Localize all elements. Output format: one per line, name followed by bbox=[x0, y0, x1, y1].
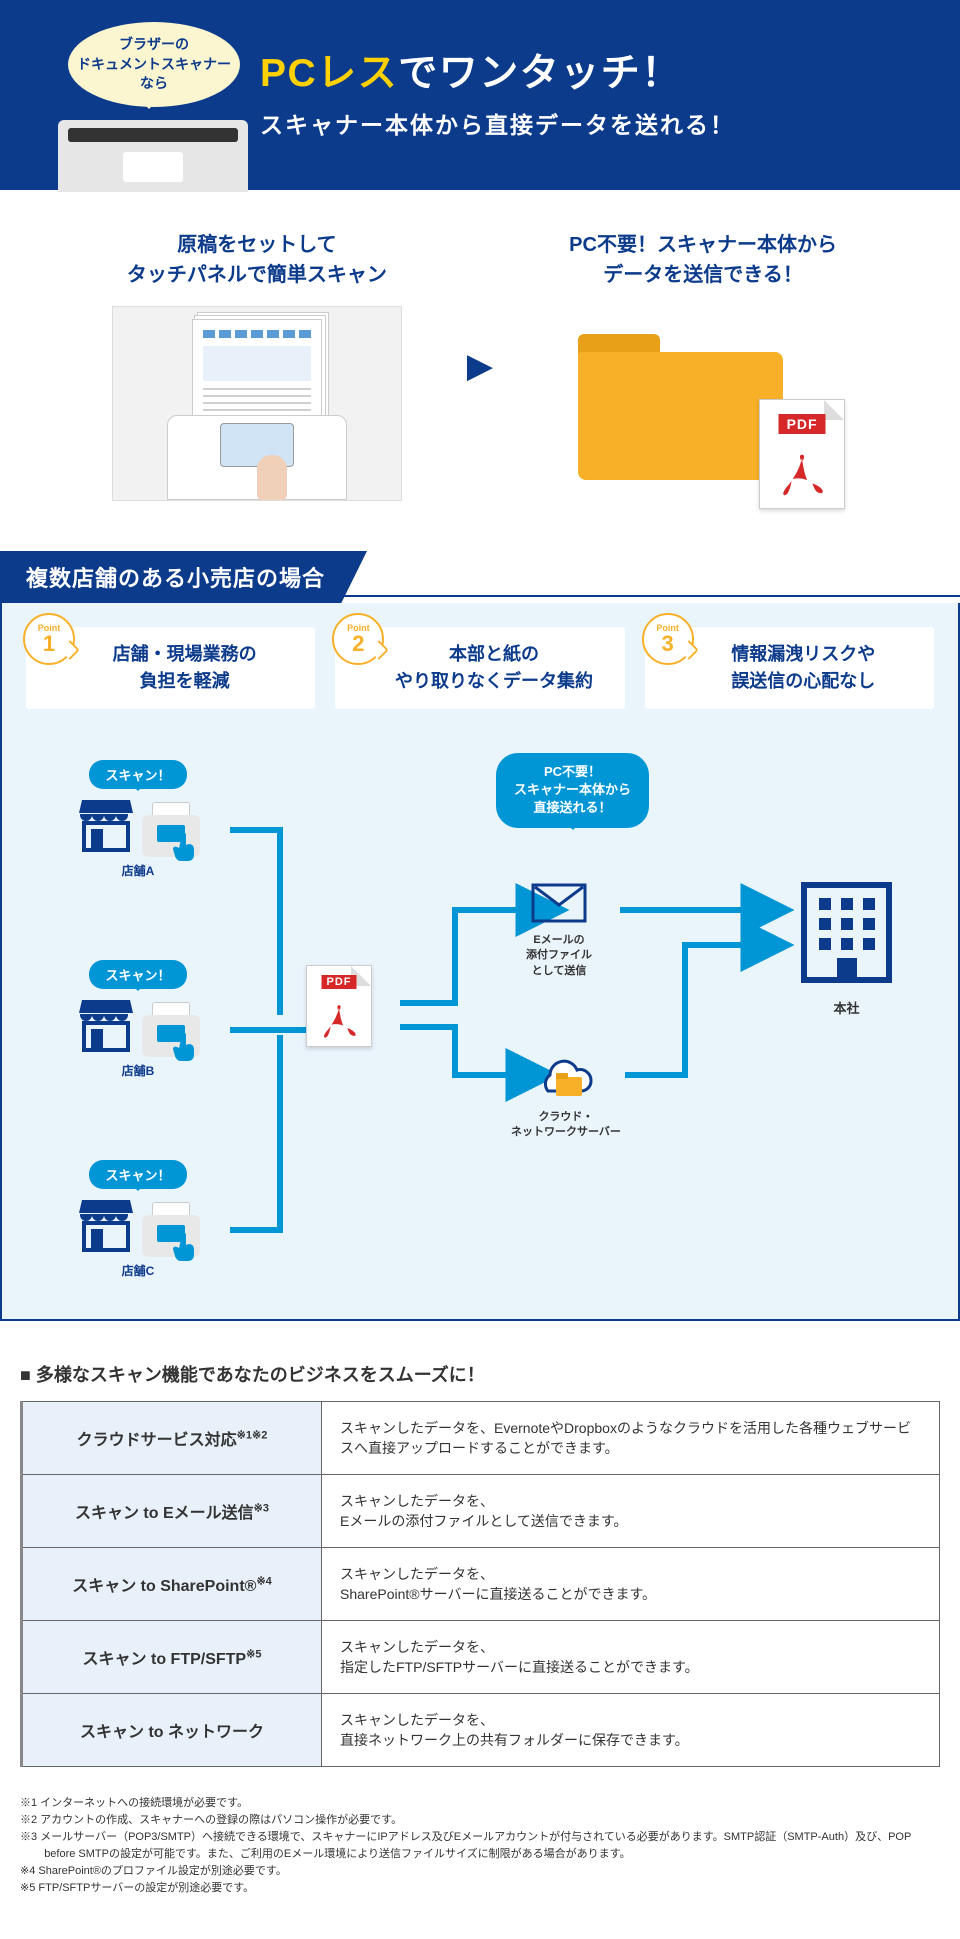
footnote: ※5 FTP/SFTPサーバーの設定が別途必要です。 bbox=[20, 1880, 940, 1897]
case-box: Point1店舗・現場業務の 負担を軽減Point2本部と紙の やり取りなくデー… bbox=[0, 603, 960, 1321]
table-section: 多様なスキャン機能であなたのビジネスをスムーズに！ クラウドサービス対応※1※2… bbox=[0, 1361, 960, 1785]
feature-desc: スキャンしたデータを、 直接ネットワーク上の共有フォルダーに保存できます。 bbox=[322, 1694, 940, 1767]
point-badge: Point1 bbox=[23, 613, 75, 665]
point-badge: Point2 bbox=[332, 613, 384, 665]
hero-subtitle: スキャナー本体から直接データを送れる！ bbox=[260, 106, 920, 140]
scan-bubble: スキャン！ bbox=[89, 760, 186, 789]
features-table: クラウドサービス対応※1※2スキャンしたデータを、EvernoteやDropbo… bbox=[20, 1401, 940, 1767]
folder-pdf-illustration: PDF bbox=[553, 306, 853, 501]
feature-name: スキャン to FTP/SFTP※5 bbox=[22, 1621, 322, 1694]
footnote: ※4 SharePoint®のプロファイル設定が別途必要です。 bbox=[20, 1863, 940, 1880]
flow-diagram: スキャン！ 店舗Aスキャン！ 店舗Bスキャン！ 店舗C PC不要！ スキャナー本… bbox=[26, 735, 934, 1295]
scan-bubble: スキャン！ bbox=[89, 1160, 186, 1189]
email-label: Eメールの 添付ファイル として送信 bbox=[526, 933, 592, 979]
table-row: スキャン to Eメール送信※3スキャンしたデータを、 Eメールの添付ファイルと… bbox=[22, 1475, 940, 1548]
footnote: ※1 インターネットへの接続環境が必要です。 bbox=[20, 1795, 940, 1812]
shop-icon bbox=[76, 1197, 136, 1257]
feature-desc: スキャンしたデータを、 Eメールの添付ファイルとして送信できます。 bbox=[322, 1475, 940, 1548]
footnotes: ※1 インターネットへの接続環境が必要です。※2 アカウントの作成、スキャナーへ… bbox=[0, 1785, 960, 1927]
feature-desc: スキャンしたデータを、 指定したFTP/SFTPサーバーに直接送ることができます… bbox=[322, 1621, 940, 1694]
store-node: スキャン！ 店舗C bbox=[76, 1160, 200, 1279]
mini-scanner-icon bbox=[142, 1202, 200, 1257]
cloud-icon: クラウド・ ネットワークサーバー bbox=[511, 1045, 621, 1141]
store-label: 店舗C bbox=[76, 1262, 200, 1279]
feature-name: スキャン to Eメール送信※3 bbox=[22, 1475, 322, 1548]
scanner-illustration bbox=[58, 120, 248, 192]
store-node: スキャン！ 店舗B bbox=[76, 960, 200, 1079]
point-badge: Point3 bbox=[642, 613, 694, 665]
footnote: ※2 アカウントの作成、スキャナーへの登録の際はパソコン操作が必要です。 bbox=[20, 1812, 940, 1829]
mini-scanner-icon bbox=[142, 1002, 200, 1057]
point-card: Point3情報漏洩リスクや 誤送信の心配なし bbox=[645, 627, 934, 709]
step-left-title: 原稿をセットして タッチパネルで簡単スキャン bbox=[77, 230, 437, 290]
shop-icon bbox=[76, 997, 136, 1057]
step-right: PC不要！スキャナー本体から データを送信できる！ PDF bbox=[523, 230, 883, 501]
step-left-image bbox=[112, 306, 402, 501]
feature-name: スキャン to SharePoint®※4 bbox=[22, 1548, 322, 1621]
case-header: 複数店舗のある小売店の場合 bbox=[0, 551, 960, 603]
cloud-label: クラウド・ ネットワークサーバー bbox=[511, 1110, 621, 1141]
table-heading: 多様なスキャン機能であなたのビジネスをスムーズに！ bbox=[20, 1361, 940, 1387]
hero-title: PCレスでワンタッチ！ bbox=[260, 42, 920, 98]
table-row: スキャン to ネットワークスキャンしたデータを、 直接ネットワーク上の共有フォ… bbox=[22, 1694, 940, 1767]
feature-desc: スキャンしたデータを、EvernoteやDropboxのようなクラウドを活用した… bbox=[322, 1402, 940, 1475]
arrow-icon: ▶ bbox=[467, 346, 493, 386]
hero-bubble: ブラザーの ドキュメントスキャナー なら bbox=[68, 22, 240, 107]
steps-row: 原稿をセットして タッチパネルで簡単スキャン ▶ PC不要！スキャナー本体から … bbox=[0, 190, 960, 551]
table-row: スキャン to FTP/SFTP※5スキャンしたデータを、 指定したFTP/SF… bbox=[22, 1621, 940, 1694]
hero-banner: ブラザーの ドキュメントスキャナー なら PCレスでワンタッチ！ スキャナー本体… bbox=[0, 0, 960, 190]
table-row: スキャン to SharePoint®※4スキャンしたデータを、 SharePo… bbox=[22, 1548, 940, 1621]
acrobat-icon bbox=[777, 452, 827, 502]
point-card: Point2本部と紙の やり取りなくデータ集約 bbox=[335, 627, 624, 709]
points-row: Point1店舗・現場業務の 負担を軽減Point2本部と紙の やり取りなくデー… bbox=[26, 627, 934, 709]
email-icon: Eメールの 添付ファイル として送信 bbox=[526, 883, 592, 979]
feature-name: クラウドサービス対応※1※2 bbox=[22, 1402, 322, 1475]
pdf-center-icon: PDF bbox=[306, 965, 372, 1047]
hq-label: 本社 bbox=[799, 998, 894, 1017]
feature-desc: スキャンしたデータを、 SharePoint®サーバーに直接送ることができます。 bbox=[322, 1548, 940, 1621]
hq-icon: 本社 bbox=[799, 880, 894, 1017]
store-label: 店舗B bbox=[76, 1062, 200, 1079]
footnote: ※3 メールサーバー（POP3/SMTP）へ接続できる環境で、スキャナーにIPア… bbox=[20, 1829, 940, 1863]
mini-scanner-icon bbox=[142, 802, 200, 857]
table-row: クラウドサービス対応※1※2スキャンしたデータを、EvernoteやDropbo… bbox=[22, 1402, 940, 1475]
pdf-badge: PDF bbox=[779, 414, 826, 434]
pc-bubble: PC不要！ スキャナー本体から 直接送れる！ bbox=[496, 753, 649, 828]
step-right-title: PC不要！スキャナー本体から データを送信できる！ bbox=[523, 230, 883, 290]
store-node: スキャン！ 店舗A bbox=[76, 760, 200, 879]
feature-name: スキャン to ネットワーク bbox=[22, 1694, 322, 1767]
step-left: 原稿をセットして タッチパネルで簡単スキャン bbox=[77, 230, 437, 501]
store-label: 店舗A bbox=[76, 862, 200, 879]
point-card: Point1店舗・現場業務の 負担を軽減 bbox=[26, 627, 315, 709]
shop-icon bbox=[76, 797, 136, 857]
case-title: 複数店舗のある小売店の場合 bbox=[0, 551, 367, 603]
scan-bubble: スキャン！ bbox=[89, 960, 186, 989]
